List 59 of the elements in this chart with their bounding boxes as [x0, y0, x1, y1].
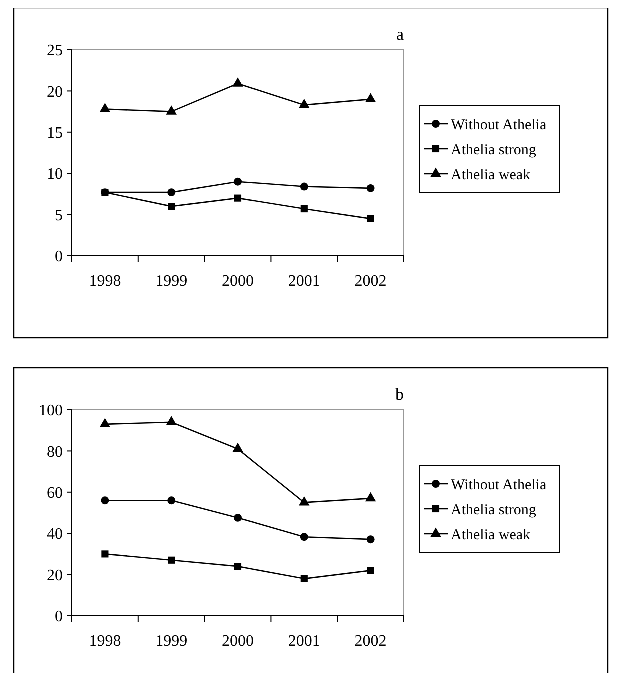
- x-tick-label: 2002: [354, 273, 387, 290]
- y-tick-label: 40: [47, 526, 63, 544]
- legend-label: Without Athelia: [451, 117, 547, 134]
- point: [234, 563, 242, 570]
- legend-label: Athelia strong: [451, 142, 537, 158]
- x-tick-label: 2000: [222, 633, 254, 650]
- point: [366, 536, 375, 544]
- x-tick-label: 1998: [89, 273, 122, 290]
- y-tick-label: 25: [47, 42, 63, 60]
- point: [365, 93, 376, 103]
- point: [300, 205, 308, 213]
- point: [232, 78, 244, 87]
- y-tick-label: 100: [39, 402, 63, 420]
- y-tick-label: 0: [55, 608, 63, 626]
- x-tick-label: 2000: [222, 273, 254, 290]
- y-tick-label: 60: [47, 485, 63, 502]
- legend-label: Athelia weak: [451, 527, 532, 544]
- x-tick-label: 1999: [156, 633, 188, 650]
- point: [234, 194, 242, 202]
- y-tick-label: 10: [47, 166, 63, 184]
- point: [299, 99, 310, 108]
- legend-label: Without Athelia: [451, 477, 547, 494]
- y-tick-label: 20: [47, 567, 63, 584]
- x-tick-label: 2002: [354, 633, 387, 650]
- point: [234, 514, 242, 522]
- point: [100, 103, 111, 112]
- point: [168, 203, 176, 210]
- y-tick-label: 80: [47, 444, 63, 461]
- x-tick-label: 1998: [89, 633, 122, 650]
- point: [168, 556, 176, 564]
- point: [166, 106, 177, 115]
- chart-title: b: [396, 385, 404, 404]
- y-tick-label: 15: [47, 125, 63, 142]
- point: [299, 496, 310, 506]
- point: [232, 442, 244, 452]
- x-tick-label: 2001: [288, 633, 320, 650]
- point: [166, 416, 177, 426]
- point: [300, 575, 308, 582]
- point: [365, 492, 376, 502]
- point: [234, 178, 242, 186]
- point: [300, 533, 308, 542]
- y-tick-label: 0: [55, 248, 63, 266]
- point: [366, 184, 375, 192]
- y-tick-label: 20: [47, 84, 63, 101]
- point: [102, 550, 109, 558]
- point: [100, 418, 111, 428]
- point: [102, 189, 109, 196]
- y-tick-label: 5: [55, 207, 63, 224]
- point: [367, 567, 374, 574]
- legend-label: Athelia weak: [451, 167, 532, 184]
- x-tick-label: 2001: [288, 273, 320, 290]
- point: [367, 215, 374, 222]
- point: [101, 496, 110, 505]
- x-tick-label: 1999: [156, 273, 188, 290]
- point: [300, 182, 308, 191]
- point: [168, 188, 176, 197]
- point: [168, 496, 176, 505]
- legend-label: Athelia strong: [451, 502, 537, 518]
- chart-title: a: [396, 25, 404, 44]
